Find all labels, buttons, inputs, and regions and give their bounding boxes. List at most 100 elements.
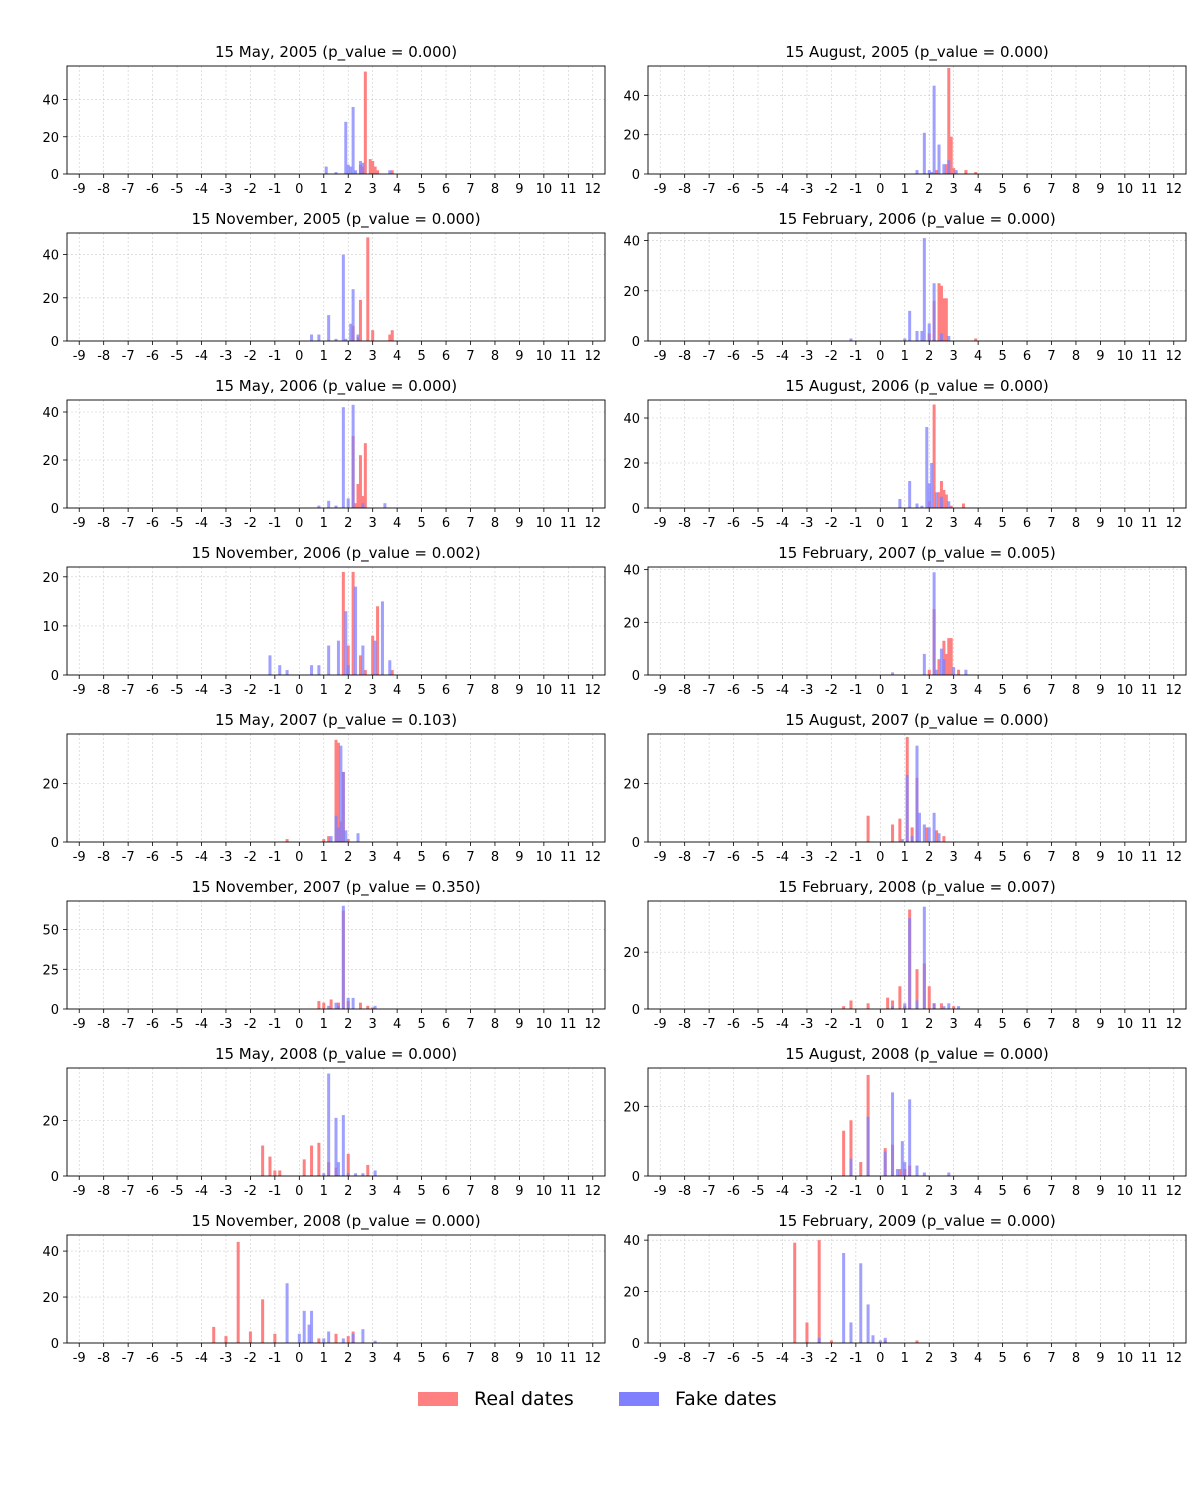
bar-real bbox=[327, 836, 331, 842]
x-tick-label: 6 bbox=[1023, 349, 1031, 364]
x-tick-label: 6 bbox=[442, 850, 450, 865]
x-tick-label: 1 bbox=[901, 1351, 909, 1366]
bar-real bbox=[927, 669, 931, 675]
bar-fake bbox=[354, 1173, 358, 1176]
bar-real bbox=[942, 490, 946, 508]
x-tick-label: -7 bbox=[703, 1017, 716, 1032]
x-tick-label: 9 bbox=[1096, 1351, 1104, 1366]
bar-fake bbox=[927, 323, 931, 341]
bar-real bbox=[939, 1003, 943, 1009]
y-tick-label: 20 bbox=[623, 457, 640, 472]
x-tick-label: 1 bbox=[901, 850, 909, 865]
x-tick-label: 9 bbox=[1096, 1184, 1104, 1199]
bar-fake bbox=[920, 330, 924, 341]
x-tick-label: 10 bbox=[536, 850, 553, 865]
bar-fake bbox=[341, 905, 345, 1009]
x-tick-label: -5 bbox=[171, 850, 184, 865]
bar-fake bbox=[336, 640, 340, 675]
bar-fake bbox=[322, 1173, 326, 1176]
x-tick-label: -3 bbox=[219, 850, 232, 865]
x-tick-label: -6 bbox=[727, 516, 740, 531]
bar-fake bbox=[334, 1117, 338, 1176]
panel-1: 15 May, 2005 (p_value = 0.000) -9 -8 -7 -6 -5… bbox=[42, 43, 606, 197]
x-tick-label: 4 bbox=[393, 349, 401, 364]
panel-6: 15 August, 2006 (p_value = 0.000)-9 -8 -7-… bbox=[623, 377, 1187, 531]
x-tick-label: 4 bbox=[974, 1184, 982, 1199]
bar-fake bbox=[317, 665, 321, 675]
axes-frame bbox=[66, 733, 606, 843]
x-tick-label: 9 bbox=[515, 850, 523, 865]
bar-real bbox=[371, 1007, 375, 1009]
x-tick-label: 10 bbox=[536, 182, 553, 197]
x-tick-label: 2 bbox=[925, 683, 933, 698]
bar-real bbox=[363, 443, 367, 508]
bar-fake bbox=[891, 672, 895, 675]
x-tick-label: -5 bbox=[752, 1351, 765, 1366]
x-tick-label: 5 bbox=[998, 850, 1006, 865]
x-tick-label: 10 bbox=[1117, 1017, 1134, 1032]
bar-real bbox=[310, 1145, 314, 1176]
x-tick-label: -9 bbox=[654, 349, 667, 364]
x-tick-label: -8 bbox=[97, 1351, 110, 1366]
bar-real bbox=[937, 492, 941, 508]
bar-real bbox=[891, 1000, 895, 1009]
x-tick-label: 10 bbox=[536, 516, 553, 531]
x-tick-label: -2 bbox=[244, 1017, 257, 1032]
x-tick-label: 6 bbox=[1023, 1184, 1031, 1199]
axes-frame bbox=[66, 399, 606, 509]
panel-title: 15 August, 2006 (p_value = 0.000) bbox=[785, 377, 1049, 396]
bar-fake bbox=[327, 1073, 331, 1176]
x-tick-label: 7 bbox=[1047, 182, 1055, 197]
bar-fake bbox=[939, 333, 943, 341]
bar-real bbox=[390, 670, 394, 675]
bar-real bbox=[842, 1130, 846, 1176]
panel-12: 15 February, 2008 (p_value = 0.007)-9 -8-… bbox=[623, 878, 1187, 1032]
x-tick-label: -2 bbox=[244, 182, 257, 197]
bar-real bbox=[390, 330, 394, 341]
x-tick-label: -8 bbox=[678, 182, 691, 197]
axes-frame bbox=[66, 566, 606, 676]
bar-real bbox=[891, 824, 895, 842]
bar-real bbox=[273, 1333, 277, 1343]
x-tick-label: -7 bbox=[122, 182, 135, 197]
x-tick-label: 8 bbox=[491, 1017, 499, 1032]
x-tick-label: -1 bbox=[849, 516, 862, 531]
bar-fake bbox=[268, 655, 272, 675]
y-tick-label: 0 bbox=[632, 1003, 640, 1018]
y-tick-label: 0 bbox=[632, 669, 640, 684]
x-tick-label: 0 bbox=[295, 182, 303, 197]
bar-fake bbox=[310, 1310, 314, 1343]
bar-real bbox=[212, 1326, 216, 1343]
bar-fake bbox=[351, 997, 355, 1009]
x-tick-label: 1 bbox=[901, 516, 909, 531]
x-tick-label: 5 bbox=[998, 349, 1006, 364]
x-tick-label: 0 bbox=[295, 516, 303, 531]
x-tick-label: 0 bbox=[295, 683, 303, 698]
x-tick-label: -7 bbox=[703, 1184, 716, 1199]
bar-fake bbox=[334, 505, 338, 508]
x-tick-label: -1 bbox=[268, 516, 281, 531]
bar-fake bbox=[942, 659, 946, 675]
bar-real bbox=[944, 298, 948, 341]
bar-fake bbox=[351, 1333, 355, 1343]
bar-real bbox=[866, 815, 870, 842]
bar-fake bbox=[285, 670, 289, 675]
axes-frame bbox=[647, 733, 1187, 843]
bar-real bbox=[949, 505, 953, 508]
bar-real bbox=[866, 1003, 870, 1009]
x-tick-label: -1 bbox=[268, 1017, 281, 1032]
x-tick-label: 7 bbox=[466, 1351, 474, 1366]
x-tick-label: 0 bbox=[295, 1184, 303, 1199]
bar-real bbox=[937, 283, 941, 341]
bar-fake bbox=[957, 1006, 961, 1009]
bar-fake bbox=[322, 1338, 326, 1343]
bar-fake bbox=[354, 170, 358, 174]
x-tick-label: 0 bbox=[295, 349, 303, 364]
panel-title: 15 August, 2005 (p_value = 0.000) bbox=[785, 43, 1049, 62]
bar-real bbox=[935, 830, 939, 842]
bar-real bbox=[376, 170, 380, 174]
x-tick-label: -9 bbox=[73, 182, 86, 197]
y-tick-label: 20 bbox=[623, 946, 640, 961]
bar-fake bbox=[895, 1169, 899, 1176]
x-tick-label: 2 bbox=[925, 1184, 933, 1199]
